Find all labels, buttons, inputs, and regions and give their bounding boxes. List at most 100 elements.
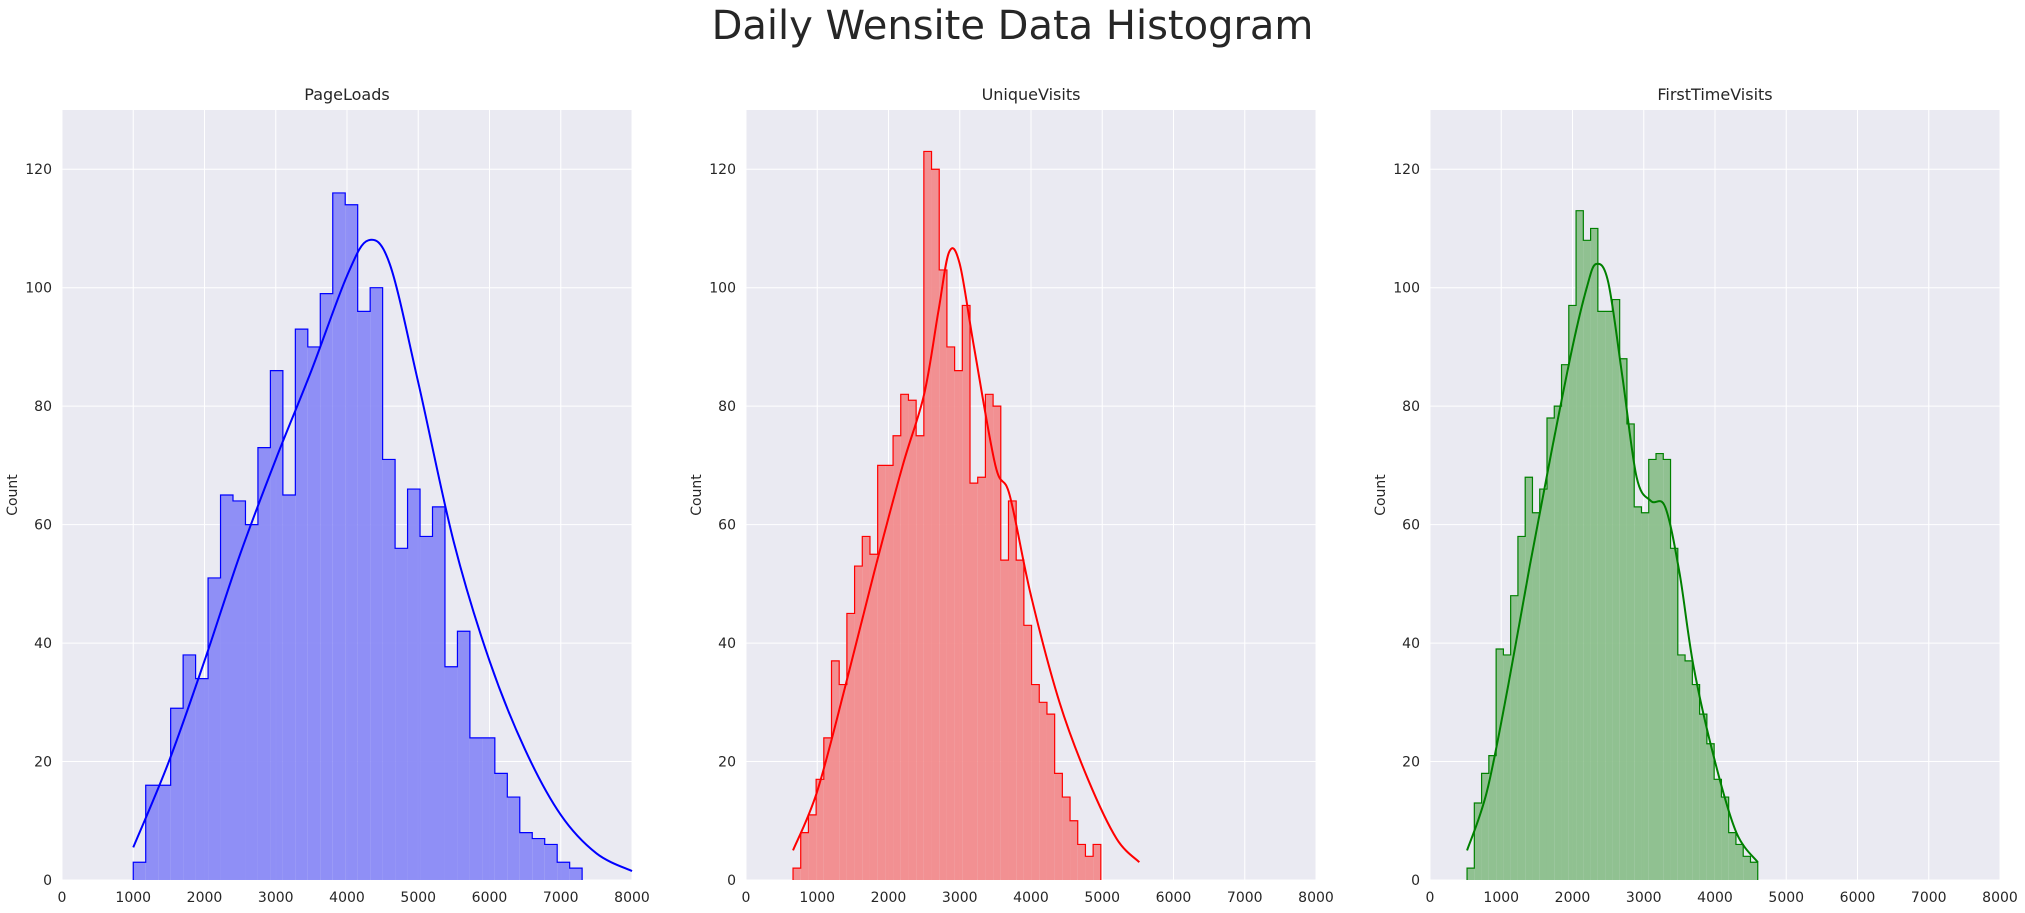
histogram-bar bbox=[170, 708, 184, 880]
histogram-bar bbox=[1619, 358, 1627, 880]
histogram-bar bbox=[1532, 512, 1540, 880]
histogram-bars bbox=[1467, 210, 1758, 881]
histogram-bar bbox=[962, 305, 971, 880]
histogram-bar bbox=[869, 554, 878, 880]
histogram-bar bbox=[1692, 684, 1700, 880]
histogram-bar bbox=[1023, 625, 1032, 880]
x-tick-label: 6000 bbox=[1156, 890, 1192, 906]
histogram-bar bbox=[1648, 459, 1657, 880]
y-tick-label: 120 bbox=[1393, 162, 1420, 178]
histogram-bar bbox=[1590, 228, 1598, 880]
histogram-bar bbox=[877, 465, 886, 880]
x-tick-label: 5000 bbox=[400, 890, 436, 906]
histogram-bar bbox=[977, 477, 986, 880]
panel-uniquevisits: 0 1000 2000 3000 4000 5000 6000 7000 8000 0 20 40 60… bbox=[689, 85, 1334, 906]
y-tick-label: 20 bbox=[34, 755, 52, 771]
panel-firsttimevisits: 0 1000 2000 3000 4000 5000 6000 7000 8000 0 20 40 60… bbox=[1373, 85, 2018, 906]
histogram-bar bbox=[1093, 844, 1101, 880]
histogram-bar bbox=[270, 370, 283, 880]
kde-curve bbox=[792, 247, 1141, 863]
histogram-bar bbox=[823, 737, 832, 880]
histogram-bar bbox=[519, 832, 533, 880]
histogram-bar bbox=[1583, 240, 1591, 881]
y-tick-label: 0 bbox=[1411, 873, 1420, 889]
histogram-bar bbox=[158, 785, 171, 880]
histogram-bar bbox=[1685, 660, 1693, 880]
histogram-bar bbox=[1714, 779, 1722, 880]
y-tick-label: 120 bbox=[25, 162, 52, 178]
histogram-bar bbox=[1612, 299, 1620, 880]
histogram-bar bbox=[1546, 418, 1555, 880]
x-tick-label: 4000 bbox=[329, 890, 365, 906]
y-tick-label: 20 bbox=[1402, 755, 1420, 771]
histogram-bar bbox=[307, 346, 321, 880]
histogram-bar bbox=[295, 329, 308, 881]
x-tick-label: 1000 bbox=[1483, 890, 1519, 906]
histogram-bar bbox=[407, 489, 421, 880]
histogram-bar bbox=[145, 785, 159, 880]
histogram-bar bbox=[793, 868, 801, 880]
y-tick-label: 80 bbox=[1402, 399, 1420, 415]
histogram-bar bbox=[1735, 844, 1744, 880]
histogram-bar bbox=[1597, 311, 1606, 880]
histogram-bar bbox=[345, 204, 358, 880]
y-axis-label: Count bbox=[1373, 474, 1389, 516]
histogram-bar bbox=[1525, 477, 1533, 880]
histogram-bar bbox=[1576, 210, 1584, 880]
histogram-bar bbox=[1634, 506, 1642, 880]
y-tick-label: 100 bbox=[1393, 281, 1420, 297]
x-tick-label: 2000 bbox=[1555, 890, 1591, 906]
x-tick-label: 0 bbox=[58, 890, 67, 906]
histogram-bar bbox=[457, 631, 470, 880]
y-axis-label: Count bbox=[5, 474, 21, 516]
histogram-bar bbox=[444, 666, 458, 880]
x-tick-label: 8000 bbox=[1298, 890, 1334, 906]
histogram-bar bbox=[831, 660, 840, 880]
histogram-bar bbox=[800, 832, 809, 880]
y-tick-label: 120 bbox=[709, 162, 736, 178]
histogram-bar bbox=[1677, 654, 1686, 880]
y-tick-label: 80 bbox=[34, 399, 52, 415]
histogram-bar bbox=[544, 844, 558, 880]
histogram-bar bbox=[1517, 536, 1526, 880]
histogram-bar bbox=[1554, 406, 1562, 880]
x-tick-label: 7000 bbox=[543, 890, 579, 906]
histogram-bar bbox=[532, 838, 545, 880]
y-tick-label: 100 bbox=[25, 281, 52, 297]
histogram-bar bbox=[885, 465, 894, 880]
histogram-bar bbox=[1721, 797, 1729, 880]
histogram-bar bbox=[846, 613, 855, 880]
histogram-bar bbox=[816, 779, 824, 880]
histogram-bar bbox=[862, 536, 870, 880]
x-tick-label: 3000 bbox=[942, 890, 978, 906]
x-tick-label: 0 bbox=[1426, 890, 1435, 906]
histogram-bar bbox=[1467, 868, 1475, 880]
x-tick-label: 4000 bbox=[1697, 890, 1733, 906]
histogram-step-outline bbox=[132, 192, 583, 880]
histogram-bar bbox=[1670, 548, 1678, 880]
histogram-bar bbox=[1663, 459, 1671, 880]
y-tick-label: 60 bbox=[1402, 518, 1420, 534]
x-tick-label: 6000 bbox=[472, 890, 508, 906]
y-tick-label: 60 bbox=[718, 518, 736, 534]
histogram-bars bbox=[133, 192, 583, 881]
histogram-bar bbox=[382, 459, 396, 880]
histogram-bar bbox=[1743, 856, 1751, 880]
histogram-bar bbox=[970, 483, 978, 880]
histogram-bar bbox=[1016, 560, 1024, 880]
histogram-bar bbox=[395, 548, 408, 880]
figure-title: Daily Wensite Data Histogram bbox=[711, 3, 1314, 49]
histogram-bar bbox=[808, 814, 817, 880]
histogram-bar bbox=[233, 500, 246, 880]
histogram-bar bbox=[1054, 773, 1063, 880]
x-tick-label: 0 bbox=[742, 890, 751, 906]
x-tick-label: 6000 bbox=[1840, 890, 1876, 906]
x-tick-label: 1000 bbox=[799, 890, 835, 906]
histogram-bar bbox=[900, 394, 909, 880]
histogram-bar bbox=[1510, 595, 1518, 880]
histogram-bar bbox=[432, 506, 445, 880]
x-tick-label: 3000 bbox=[258, 890, 294, 906]
histogram-bar bbox=[1750, 862, 1758, 880]
histogram-bar bbox=[569, 868, 583, 880]
